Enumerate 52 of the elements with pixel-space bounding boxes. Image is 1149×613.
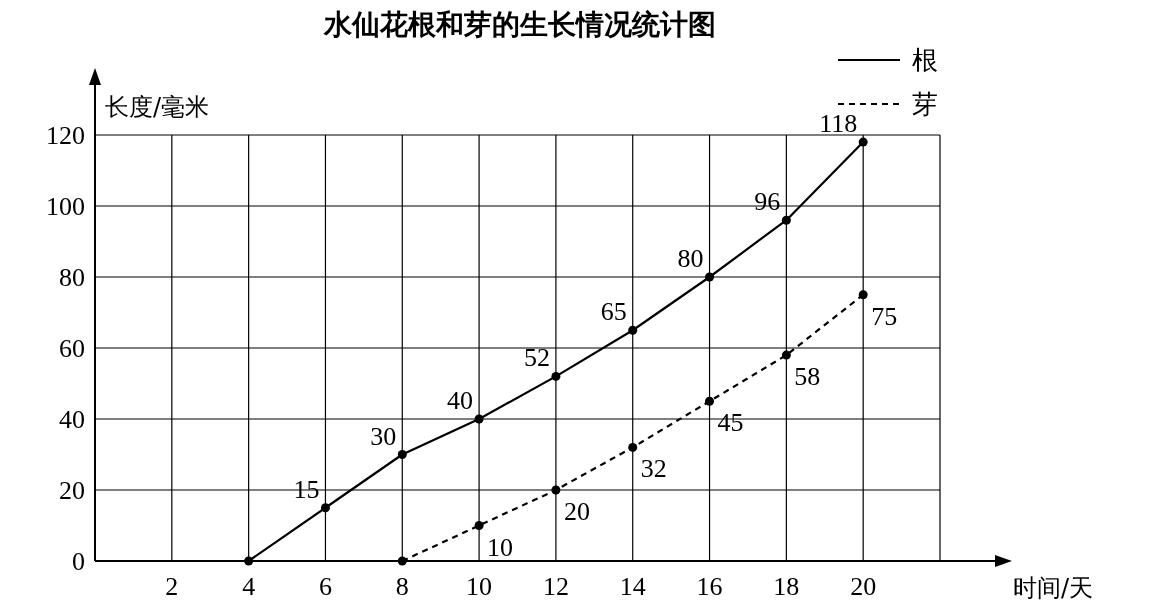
y-tick-label: 0 [72,547,85,576]
data-label: 52 [523,343,550,373]
point [474,521,484,530]
point [705,272,715,282]
x-tick-label: 14 [619,572,646,601]
data-label: 15 [293,474,320,504]
legend-label: 芽 [912,89,938,119]
point [858,137,868,147]
data-label: 30 [370,421,397,451]
point [397,450,407,459]
data-label: 32 [640,454,667,484]
chart-title: 水仙花根和芽的生长情况统计图 [323,8,716,41]
legend-label: 根 [912,45,938,75]
point [474,414,484,424]
data-label: 65 [600,297,627,327]
x-tick-label: 18 [773,572,800,601]
y-tick-label: 120 [46,121,85,150]
x-tick-label: 10 [466,572,493,601]
x-tick-label: 16 [696,572,723,601]
data-label: 10 [487,532,514,562]
x-tick-label: 6 [318,572,332,601]
point [551,485,561,495]
x-tick-label: 20 [850,572,877,601]
data-label: 45 [717,408,744,438]
data-label: 40 [447,386,474,415]
x-tick-label: 4 [242,572,256,601]
y-tick-label: 20 [59,476,85,505]
x-tick-label: 12 [542,572,569,601]
x-tick-label: 8 [395,572,409,601]
point [628,442,638,452]
y-tick-label: 100 [46,192,85,221]
data-label: 96 [754,187,781,217]
y-tick-label: 80 [59,263,85,292]
point [551,371,561,381]
data-label: 80 [677,244,704,273]
point [781,350,791,360]
data-label: 20 [563,497,590,526]
data-label: 58 [794,362,821,392]
point [397,556,407,566]
point [628,325,638,335]
point [781,215,791,225]
data-label: 118 [819,109,858,139]
y-axis-title: 长度/毫米 [105,93,210,121]
x-tick-label: 2 [165,572,179,601]
x-axis-title: 时间/天 [1012,574,1094,602]
point [320,503,330,513]
y-tick-label: 60 [59,334,85,363]
y-tick-label: 40 [59,405,85,434]
point [858,290,868,300]
data-label: 75 [871,301,898,331]
point [705,396,715,406]
point [244,556,254,566]
